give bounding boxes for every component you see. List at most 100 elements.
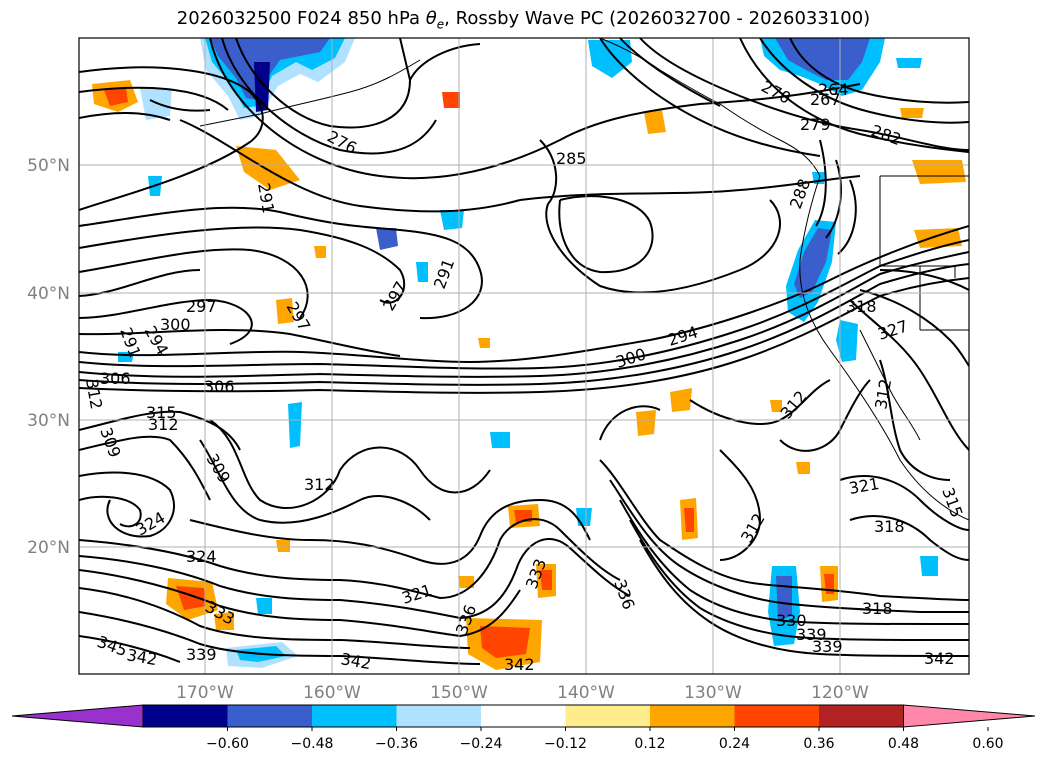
negative-anomaly-region	[288, 402, 302, 448]
contour-line	[839, 475, 969, 531]
lat-label-40n: 40°N	[27, 284, 70, 304]
colorbar-extend-min	[11, 704, 144, 728]
contour-line	[79, 329, 401, 357]
contour-line	[599, 38, 821, 157]
positive-anomaly-region	[214, 612, 234, 630]
contour-line	[558, 195, 654, 274]
lat-label-50n: 50°N	[27, 156, 70, 176]
colorbar-tick-label: −0.60	[206, 736, 249, 752]
negative-anomaly-region	[256, 598, 272, 614]
colorbar-tick-label: −0.24	[460, 736, 503, 752]
contour-line	[79, 226, 406, 304]
contour-label: 279	[800, 115, 831, 134]
negative-anomaly-region	[254, 62, 270, 112]
positive-anomaly-region	[914, 228, 962, 248]
contour-label: 312	[148, 415, 179, 434]
coastline-layer	[199, 38, 969, 521]
contour-label: 318	[874, 517, 905, 536]
colorbar-segment	[734, 705, 819, 727]
positive-anomaly-region	[480, 626, 530, 658]
lon-label-150w: 150°W	[430, 683, 488, 703]
positive-anomaly-region	[636, 410, 656, 436]
theta-subscript: e	[436, 17, 445, 32]
contour-line	[849, 515, 969, 561]
contour-line	[789, 38, 969, 104]
contour-label: 324	[186, 547, 217, 566]
contour-line	[719, 449, 762, 561]
contour-line	[79, 263, 969, 386]
positive-anomaly-region	[276, 298, 294, 324]
contour-line	[79, 66, 264, 211]
contour-line	[209, 38, 861, 180]
negative-anomaly-region	[490, 432, 510, 448]
lat-label-20n: 20°N	[27, 538, 70, 558]
colorbar-segment	[565, 705, 650, 727]
colorbar-segment	[396, 705, 481, 727]
positive-anomaly-region	[540, 570, 552, 590]
contour-line	[79, 269, 201, 297]
longitude-labels: 170°W 160°W 150°W 140°W 130°W 120°W	[176, 683, 869, 703]
lon-label-170w: 170°W	[176, 683, 234, 703]
contour-line	[79, 518, 621, 600]
colorbar-segment	[481, 705, 566, 727]
colorbar-tick-label: 0.24	[719, 736, 750, 752]
colorbar-segment	[312, 705, 397, 727]
contour-line	[409, 43, 481, 81]
contour-line	[79, 277, 969, 394]
contour-line	[759, 38, 969, 124]
contour-line	[619, 38, 721, 107]
contour-line	[849, 299, 969, 451]
colorbar-segment	[650, 705, 735, 727]
colorbar-tick-label: −0.12	[544, 736, 587, 752]
contour-line	[79, 569, 521, 638]
contour-line	[539, 139, 781, 294]
colorbar-segment	[227, 705, 312, 727]
negative-anomaly-region	[794, 228, 832, 298]
positive-anomaly-region	[912, 160, 966, 184]
contour-line	[815, 139, 827, 227]
contour-line	[199, 439, 431, 524]
contour-line	[629, 519, 969, 641]
negative-anomaly-region	[140, 88, 172, 120]
contour-line	[209, 419, 491, 510]
map-panel: 276 270 267 264 279 282 285 288 291 291 …	[78, 37, 970, 675]
positive-anomaly-region	[796, 462, 810, 474]
contour-line	[79, 251, 969, 378]
contour-label: 318	[862, 599, 893, 618]
colorbar-extend-max	[903, 704, 1036, 728]
positive-anomaly-region	[478, 338, 490, 348]
contour-line	[739, 38, 969, 153]
graticule	[79, 38, 969, 674]
contour-label: 285	[556, 149, 587, 168]
contour-label: 318	[846, 297, 877, 316]
negative-anomaly-region	[920, 556, 938, 576]
title-prefix: 2026032500 F024 850 hPa	[176, 8, 426, 29]
positive-anomaly-region	[442, 92, 460, 108]
contour-line	[879, 269, 969, 291]
positive-anomaly-region	[900, 108, 924, 118]
colorbar: −0.60 −0.48 −0.36 −0.24 −0.12 0.12 0.24 0.36 0.4…	[11, 704, 1036, 752]
contour-line	[79, 410, 241, 451]
theta-symbol: θ	[425, 8, 437, 29]
contour-line	[179, 119, 521, 213]
contour-line	[79, 112, 171, 121]
contour-line	[221, 38, 437, 155]
contour-line	[79, 298, 253, 345]
contour-label: 342	[924, 649, 955, 668]
negative-anomaly-region	[576, 508, 592, 526]
contour-line	[79, 86, 229, 111]
contour-line	[79, 239, 969, 370]
positive-anomaly-region	[276, 540, 290, 552]
contour-line	[599, 459, 969, 601]
state-borders	[879, 175, 969, 331]
negative-anomaly-region	[416, 262, 428, 282]
contour-label: 339	[186, 645, 217, 664]
contour-line	[609, 479, 969, 613]
negative-anomaly-region	[836, 320, 858, 362]
contour-line	[79, 611, 481, 665]
colorbar-tick-label: 0.36	[803, 736, 834, 752]
shading-layer	[92, 38, 966, 670]
contour-label: 342	[504, 655, 535, 674]
contour-label: 330	[776, 611, 807, 630]
contour-label: 306	[100, 369, 131, 388]
